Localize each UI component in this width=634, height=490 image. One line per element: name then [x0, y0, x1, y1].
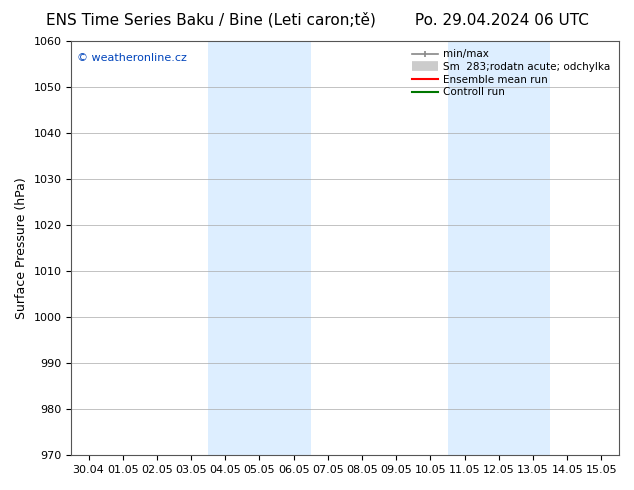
- Text: ENS Time Series Baku / Bine (Leti caron;tě)        Po. 29.04.2024 06 UTC: ENS Time Series Baku / Bine (Leti caron;…: [46, 12, 588, 28]
- Legend: min/max, Sm  283;rodatn acute; odchylka, Ensemble mean run, Controll run: min/max, Sm 283;rodatn acute; odchylka, …: [408, 46, 613, 100]
- Bar: [448, 41, 550, 455]
- Text: © weatheronline.cz: © weatheronline.cz: [77, 53, 187, 64]
- Bar: [208, 41, 311, 455]
- Y-axis label: Surface Pressure (hPa): Surface Pressure (hPa): [15, 177, 28, 319]
